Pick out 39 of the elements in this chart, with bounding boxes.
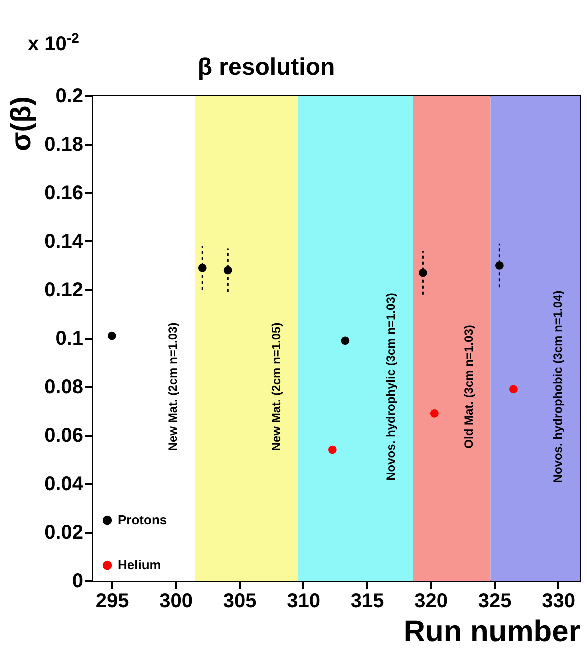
x-tick-label: 320 [414, 590, 448, 612]
x-tick-label: 305 [223, 590, 257, 612]
chart-title: β resolution [198, 54, 336, 81]
point [419, 268, 428, 278]
point [108, 332, 116, 340]
y-tick-label: 0.14 [44, 231, 84, 253]
point [496, 262, 504, 270]
band-label: Novos. hydrophobic (3cm n=1.04) [551, 290, 565, 484]
y-tick-label: 0 [72, 570, 84, 592]
point [224, 266, 232, 275]
y-tick-label: 0.2 [56, 86, 84, 108]
y-tick-label: 0.06 [44, 425, 84, 447]
x-tick-label: 325 [478, 590, 512, 612]
point [510, 385, 518, 394]
x-tick-label: 310 [287, 590, 321, 612]
point [328, 446, 337, 454]
band-label: Old Mat. (3cm n=1.03) [462, 325, 476, 449]
y-tick-label: 0.1 [56, 328, 84, 350]
x-tick-label: 295 [96, 590, 130, 612]
band-label: New Mat. (2cm n=1.05) [269, 322, 284, 452]
x-tick-label: 330 [542, 590, 576, 612]
x-tick-label: 315 [350, 590, 384, 612]
y-tick-label: 0.18 [44, 134, 84, 156]
point [198, 264, 207, 272]
x-tick-label: 300 [160, 590, 194, 612]
y-axis-title: σ(β) [6, 96, 37, 152]
legend-label: Helium [118, 558, 162, 572]
point [341, 336, 350, 346]
y-tick-label: 0.02 [44, 522, 84, 544]
y-tick-label: 0.04 [44, 474, 84, 496]
text: x 10$^{-2}$ [28, 30, 80, 57]
y-tick-label: 0.12 [44, 280, 84, 302]
legend-label: Protons [118, 512, 168, 528]
y-tick-label: 0.08 [44, 376, 84, 398]
band-label: Novos. hydrophylic (3cm n=1.03) [384, 293, 398, 481]
band-label: New Mat. (2cm n=1.03) [166, 322, 180, 452]
x-axis-title: Run number [404, 616, 581, 648]
y-tick-label: 0.16 [44, 182, 84, 204]
point [430, 410, 439, 418]
